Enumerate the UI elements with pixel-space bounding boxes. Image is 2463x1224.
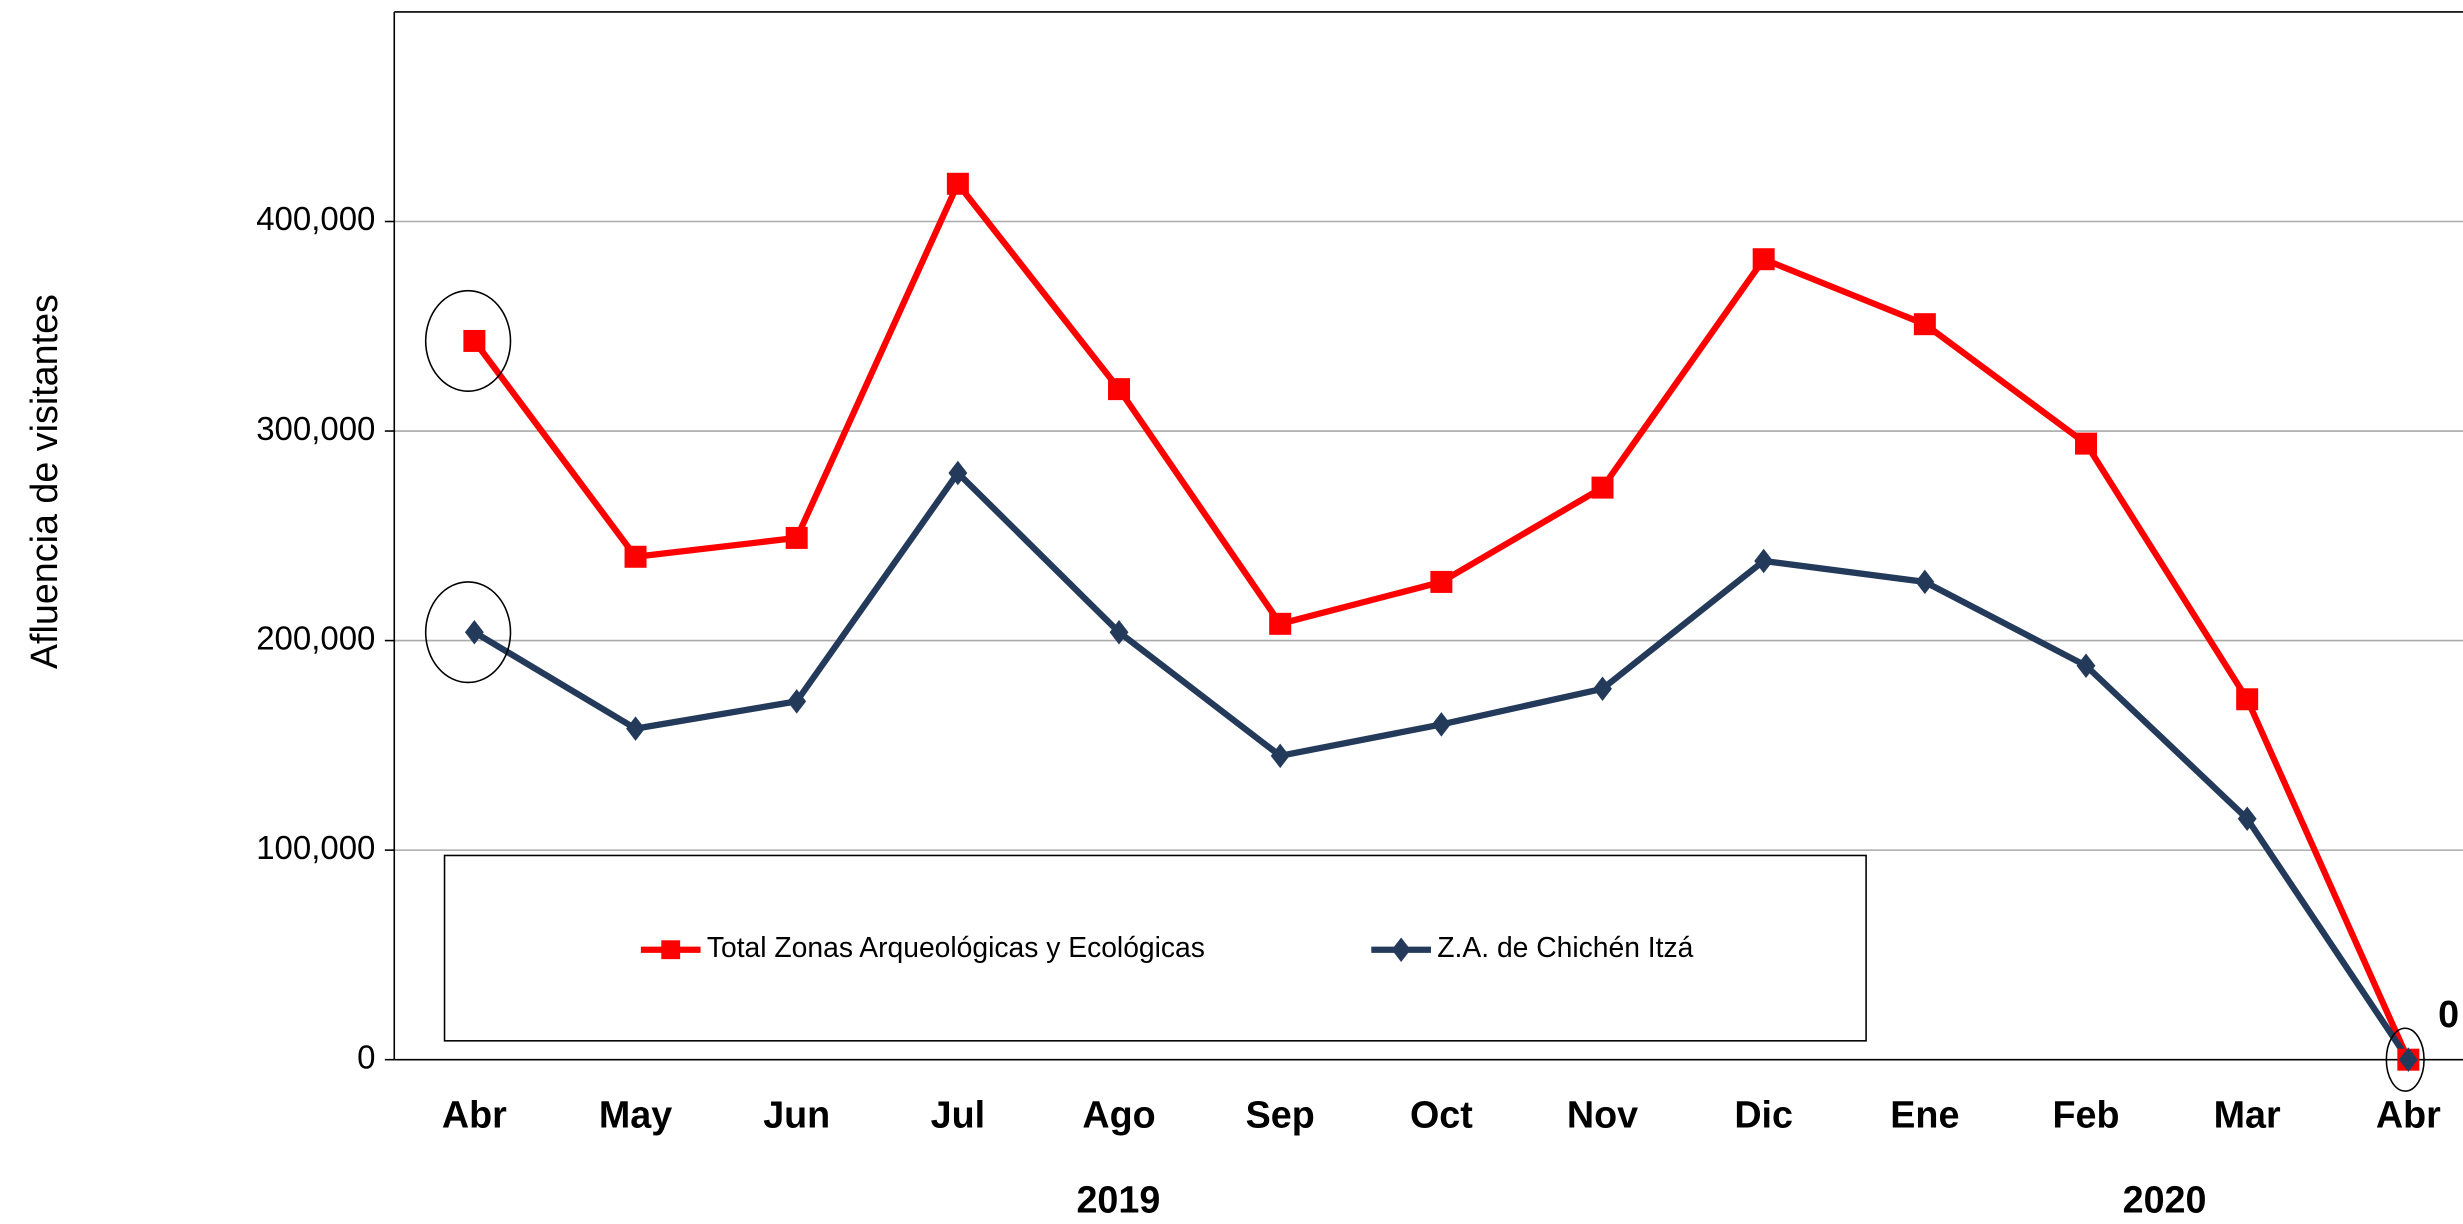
x-tick-label: Mar — [2214, 1094, 2281, 1136]
x-tick-label: Abr — [2376, 1094, 2441, 1136]
y-tick-label: 400,000 — [256, 200, 375, 237]
y-tick-label: 0 — [357, 1038, 375, 1075]
legend-marker — [1391, 937, 1411, 962]
legend-label: Total Zonas Arqueológicas y Ecológicas — [707, 931, 1205, 963]
highlight-circle — [424, 581, 512, 684]
point — [1752, 248, 1775, 271]
point — [1591, 476, 1614, 499]
point — [2398, 1047, 2418, 1072]
point — [2075, 432, 2098, 455]
x-tick-label: Abr — [442, 1094, 507, 1136]
x-tick-label: Sep — [1246, 1094, 1315, 1136]
point — [1270, 743, 1290, 769]
point — [787, 689, 807, 714]
point — [463, 329, 486, 352]
year-label: 2020 — [2123, 1179, 2207, 1221]
x-tick-label: Jun — [763, 1094, 830, 1136]
x-tick-label: Oct — [1410, 1094, 1473, 1136]
y-tick-label: 100,000 — [256, 829, 375, 866]
x-tick-label: Nov — [1567, 1094, 1638, 1136]
point — [624, 545, 647, 568]
highlight-circle — [424, 289, 512, 392]
legend-marker — [661, 940, 681, 960]
point — [1431, 712, 1451, 737]
point — [1109, 619, 1129, 645]
y-axis-title: Afluencia de visitantes — [23, 294, 65, 669]
point — [946, 172, 969, 195]
year-label: 2019 — [1076, 1179, 1160, 1221]
point — [2076, 653, 2096, 678]
point — [1915, 569, 1935, 595]
y-tick-label: 300,000 — [256, 410, 375, 447]
point — [1754, 548, 1774, 574]
point — [1430, 570, 1453, 593]
point — [2237, 806, 2257, 831]
x-tick-label: May — [599, 1094, 672, 1136]
point — [464, 619, 484, 645]
x-tick-label: Ago — [1082, 1094, 1155, 1136]
point — [2236, 688, 2259, 711]
y-tick-label: 200,000 — [256, 619, 375, 656]
x-tick-label: Jul — [931, 1094, 985, 1136]
point — [1269, 612, 1292, 635]
x-tick-label: Dic — [1734, 1094, 1793, 1136]
point — [948, 460, 968, 486]
x-tick-label: Feb — [2053, 1094, 2120, 1136]
highlight-circle — [2385, 1027, 2425, 1092]
point — [1913, 313, 1936, 336]
legend-label: Z.A. de Chichén Itzá — [1437, 931, 1693, 963]
data-label: 0 — [2438, 993, 2459, 1035]
point — [1108, 378, 1131, 401]
point — [626, 716, 645, 741]
point — [785, 526, 808, 549]
x-tick-label: Ene — [1890, 1094, 1959, 1136]
